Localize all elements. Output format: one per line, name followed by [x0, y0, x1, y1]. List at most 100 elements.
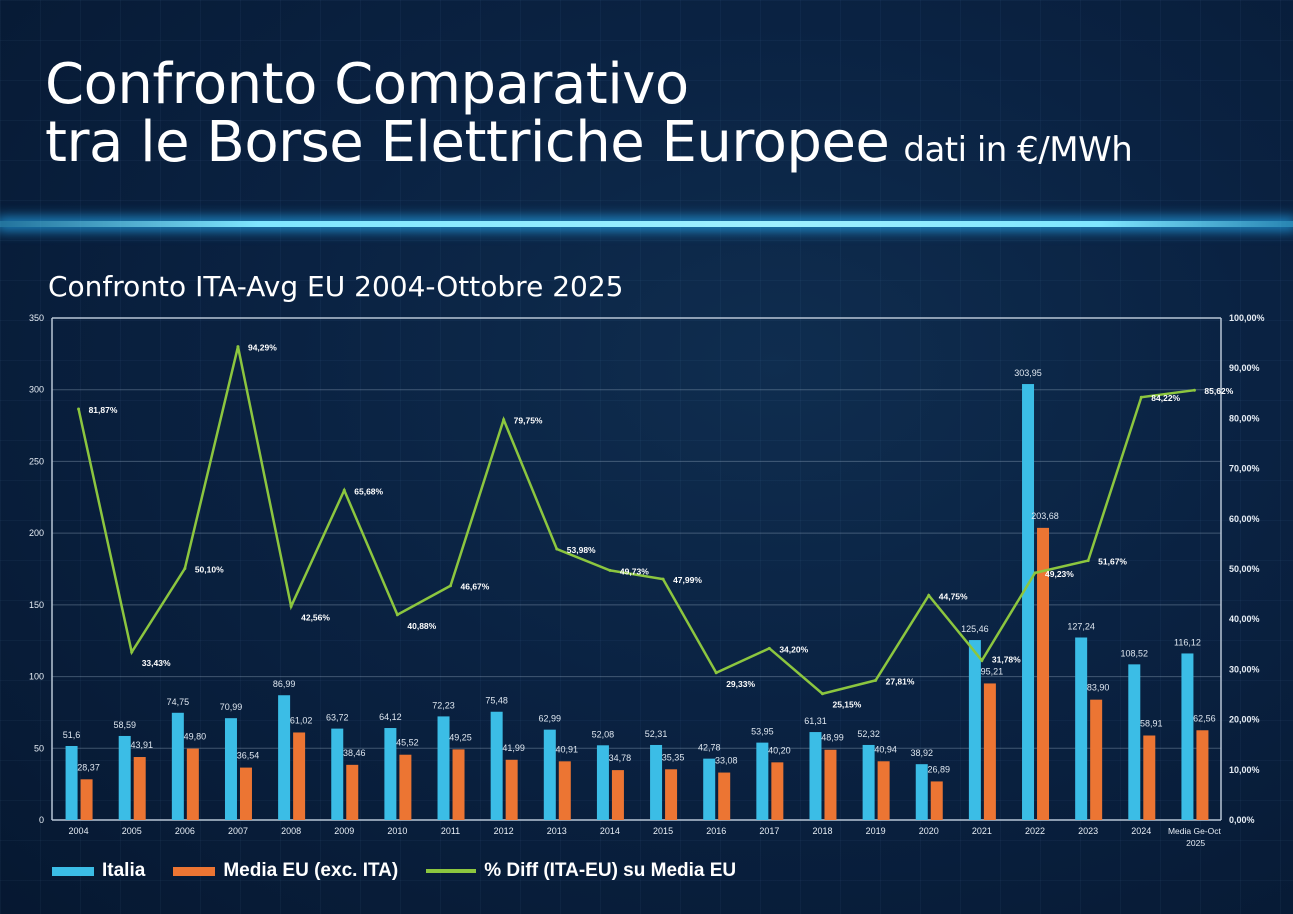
data-label-pct: 31,78% — [992, 654, 1021, 664]
bar-italia — [1022, 384, 1035, 820]
data-label-pct: 44,75% — [939, 591, 968, 601]
bar-eu — [399, 754, 412, 820]
x-tick-label: 2023 — [1078, 826, 1098, 836]
data-label-pct: 47,99% — [673, 575, 702, 585]
data-label-pct: 85,62% — [1204, 386, 1233, 396]
data-label-eu: 40,20 — [768, 745, 791, 755]
data-label-pct: 49,73% — [620, 566, 649, 576]
y-tick-label: 300 — [29, 385, 44, 395]
line-point — [874, 678, 878, 682]
bar-italia — [118, 735, 131, 820]
bar-eu — [930, 781, 943, 820]
x-tick-label: 2008 — [281, 826, 301, 836]
line-point — [342, 488, 346, 492]
data-label-italia: 127,24 — [1067, 622, 1095, 632]
data-label-eu: 35,35 — [662, 752, 685, 762]
data-label-italia: 75,48 — [485, 696, 508, 706]
x-tick-label: 2010 — [387, 826, 407, 836]
bar-italia — [1075, 637, 1088, 820]
x-tick-label: 2022 — [1025, 826, 1045, 836]
line-point — [395, 613, 399, 617]
bar-italia — [224, 718, 237, 820]
bar-italia — [596, 745, 609, 820]
x-tick-label: 2019 — [866, 826, 886, 836]
data-label-italia: 64,12 — [379, 712, 402, 722]
x-tick-label: 2009 — [334, 826, 354, 836]
bar-italia — [384, 728, 397, 820]
bar-italia — [650, 744, 663, 820]
data-label-eu: 49,80 — [184, 732, 207, 742]
legend-label: Media EU (exc. ITA) — [223, 860, 399, 881]
data-label-eu: 49,25 — [449, 732, 472, 742]
bar-italia — [543, 729, 556, 820]
bar-italia — [278, 695, 291, 820]
data-label-italia: 63,72 — [326, 713, 349, 723]
bar-eu — [346, 764, 359, 820]
bar-eu — [1196, 730, 1209, 820]
legend-item-italia: Italia — [52, 860, 145, 882]
line-pct-diff — [77, 346, 1195, 696]
legend-swatch — [173, 866, 216, 876]
y2-tick-label: 30,00% — [1229, 664, 1260, 674]
data-label-eu: 61,02 — [290, 715, 313, 725]
bar-eu — [824, 749, 837, 820]
data-label-eu: 62,56 — [1193, 713, 1216, 723]
data-label-pct: 79,75% — [514, 416, 543, 426]
data-label-eu: 203,68 — [1031, 511, 1059, 521]
bar-eu — [186, 748, 199, 820]
y2-tick-label: 90,00% — [1229, 363, 1260, 373]
bar-eu — [1090, 699, 1103, 820]
data-label-eu: 83,90 — [1087, 683, 1110, 693]
bar-eu — [665, 769, 678, 820]
line-point — [1033, 571, 1037, 575]
data-label-pct: 29,33% — [726, 679, 755, 689]
y2-tick-label: 80,00% — [1229, 413, 1260, 423]
legend-item-diff: % Diff (ITA-EU) su Media EU — [426, 860, 736, 882]
line-point — [714, 671, 718, 675]
x-tick-label: 2005 — [122, 826, 142, 836]
bar-italia — [65, 745, 78, 820]
line-point — [661, 577, 665, 581]
bar-italia — [809, 732, 822, 820]
bar-eu — [611, 770, 624, 820]
x-tick-label: 2013 — [547, 826, 567, 836]
data-label-italia: 52,08 — [592, 729, 615, 739]
bar-italia — [703, 758, 716, 820]
bar-italia — [1128, 664, 1141, 820]
bar-eu — [558, 761, 571, 820]
y-tick-label: 100 — [29, 672, 44, 682]
page-title: Confronto Comparativo tra le Borse Elett… — [45, 56, 1133, 179]
data-label-italia: 116,12 — [1174, 637, 1201, 647]
data-label-pct: 53,98% — [567, 545, 596, 555]
line-point — [555, 547, 559, 551]
line-point — [77, 407, 81, 411]
y2-tick-label: 60,00% — [1229, 514, 1260, 524]
x-tick-label: Media Ge-Oct 2025 — [1168, 826, 1222, 848]
bar-eu — [133, 757, 146, 820]
data-label-italia: 53,95 — [751, 727, 774, 737]
data-label-pct: 34,20% — [779, 644, 808, 654]
data-label-italia: 58,59 — [113, 720, 136, 730]
bar-italia — [915, 764, 928, 820]
x-tick-label: 2020 — [919, 826, 939, 836]
data-label-eu: 40,91 — [556, 744, 579, 754]
data-label-pct: 46,67% — [461, 582, 490, 592]
unit-label: dati in €/MWh — [903, 130, 1133, 170]
line-point — [767, 646, 771, 650]
data-label-eu: 41,99 — [502, 743, 525, 753]
line-point — [502, 418, 506, 422]
data-label-italia: 52,31 — [645, 729, 668, 739]
data-label-italia: 38,92 — [910, 748, 933, 758]
data-label-italia: 52,32 — [857, 729, 880, 739]
line-point — [608, 568, 612, 572]
data-label-eu: 34,78 — [609, 753, 632, 763]
y-tick-label: 200 — [29, 528, 44, 538]
y-tick-label: 250 — [29, 456, 44, 466]
y2-tick-label: 100,00% — [1229, 313, 1265, 323]
data-label-pct: 81,87% — [89, 405, 118, 415]
data-label-italia: 61,31 — [804, 716, 827, 726]
data-label-eu: 58,91 — [1140, 719, 1163, 729]
title-line-2: tra le Borse Elettriche Europee — [45, 110, 890, 175]
data-label-italia: 108,52 — [1121, 648, 1149, 658]
